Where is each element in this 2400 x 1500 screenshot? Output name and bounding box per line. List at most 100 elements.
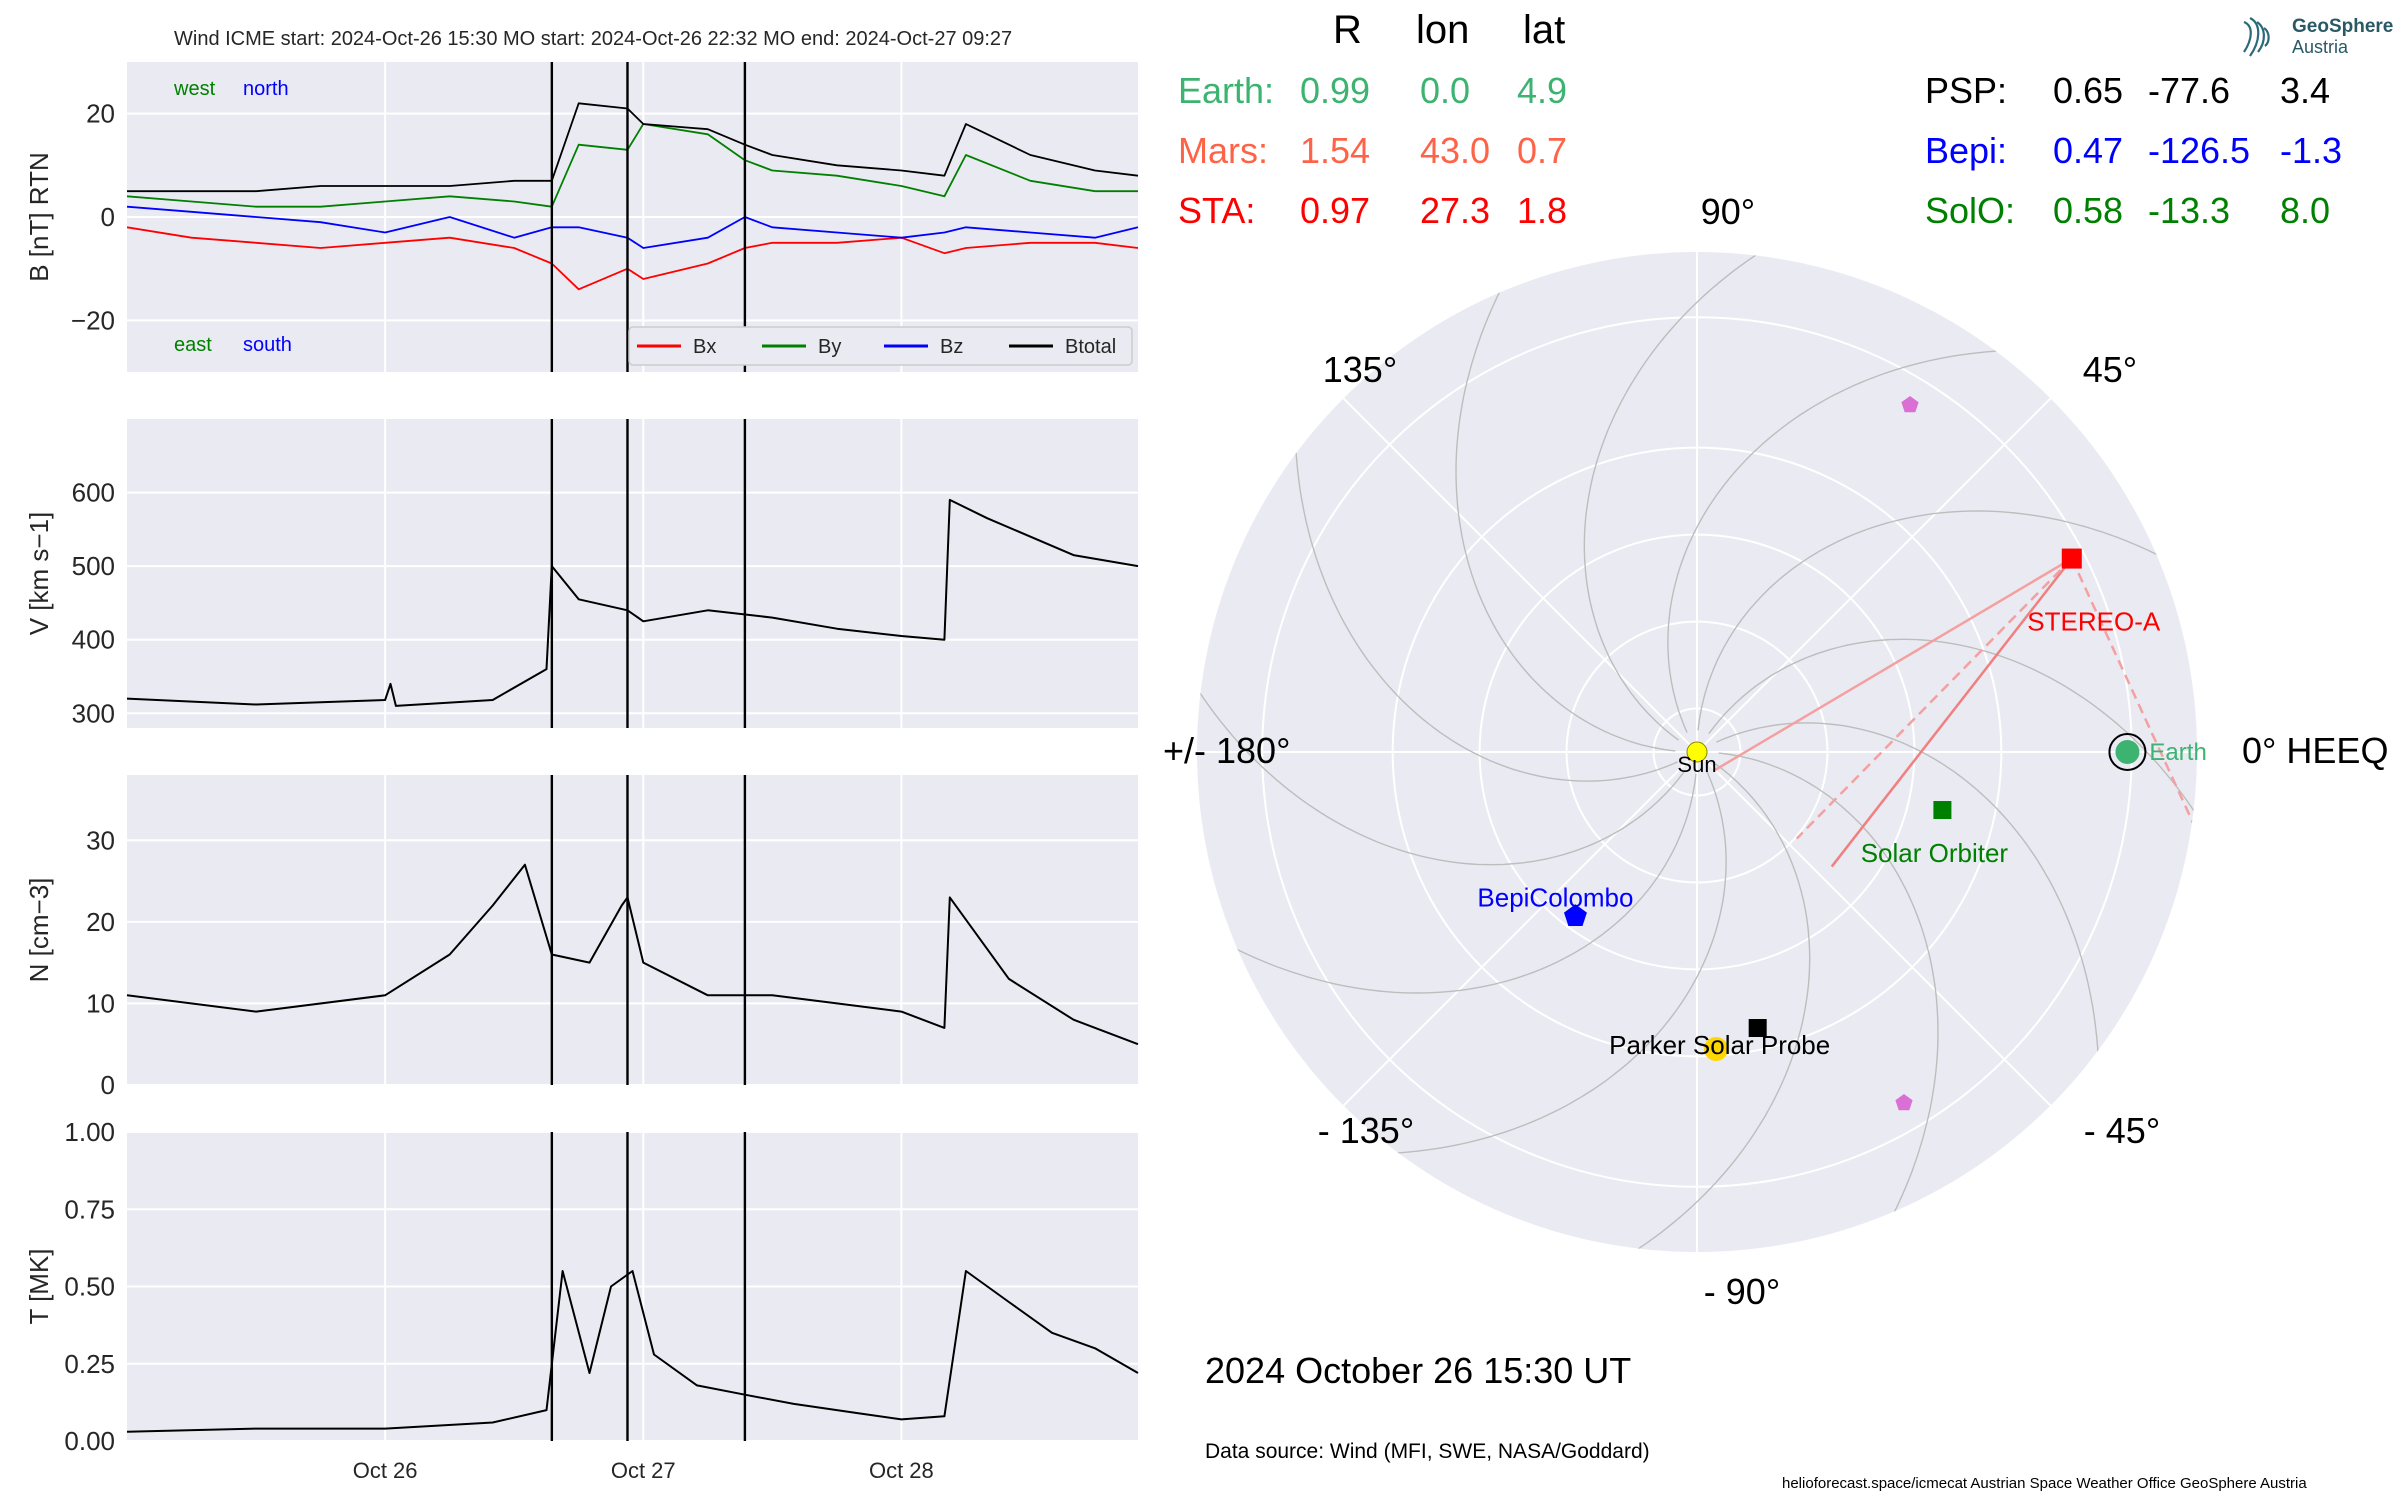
- angle-spoke: [1696, 397, 2052, 753]
- angle-spoke: [1342, 751, 1698, 1107]
- timeseries-figure: −20 0 20 B [nT] RTN 300 400 500 600 V [km s−1] 0 1…: [24, 62, 1139, 1483]
- sun-marker: [1686, 741, 1708, 763]
- table-left-sta-name: STA:: [1178, 190, 1256, 231]
- angle-spoke: [1342, 397, 1698, 753]
- x-tick-label: Oct 27: [611, 1458, 676, 1483]
- solar-orbiter-label: Solar Orbiter: [1861, 838, 2009, 868]
- header-lat: lat: [1523, 8, 1566, 52]
- y-tick-label: 0.00: [64, 1426, 115, 1456]
- table-left-earth-name: Earth:: [1178, 70, 1275, 111]
- panel-1: −20 0 20 B [nT] RTN: [24, 62, 1139, 372]
- annotation-south: south: [243, 334, 292, 356]
- table-left-mars-lat: 0.7: [1517, 130, 1568, 171]
- parker-spiral-line: [1583, 252, 2074, 741]
- header-lon: lon: [1416, 8, 1470, 52]
- table-right-bepi-lat: -1.3: [2280, 130, 2343, 171]
- y-tick-label: 0: [101, 1070, 115, 1100]
- table-right-solo-r: 0.58: [2053, 190, 2124, 231]
- angle-label-a90: 90°: [1701, 191, 1755, 232]
- data-source: Data source: Wind (MFI, SWE, NASA/Goddar…: [1205, 1440, 1650, 1463]
- panel-background: [127, 775, 1138, 1085]
- earth-ring: [2108, 733, 2147, 771]
- y-tick-label: 10: [86, 988, 115, 1018]
- panel-background: [127, 419, 1138, 728]
- series-t: [126, 1270, 1139, 1433]
- y-tick-label: 20: [86, 99, 115, 129]
- panel-4: 0.00 0.25 0.50 0.75 1.00 T [MK]: [24, 1117, 1139, 1456]
- y-tick-label: 600: [72, 478, 115, 508]
- stereo-a-fov-2: [1795, 557, 2073, 840]
- annotation-east: east: [174, 334, 212, 356]
- y-tick-label: 0.50: [64, 1272, 115, 1302]
- annotation-west: west: [173, 78, 216, 100]
- y-axis-label: V [km s−1]: [24, 512, 54, 636]
- mars-marker-upper: [1901, 396, 1919, 413]
- table-right-psp-name: PSP:: [1925, 70, 2008, 111]
- table-left-earth-r: 0.99: [1300, 70, 1371, 111]
- earth-marker: [2115, 740, 2140, 764]
- table-right-bepi-r: 0.47: [2053, 130, 2124, 171]
- legend-label-bx: Bx: [693, 336, 716, 358]
- table-left-mars-r: 1.54: [1300, 130, 1371, 171]
- table-left-mars-lon: 43.0: [1420, 130, 1491, 171]
- table-right-psp-lat: 3.4: [2280, 70, 2331, 111]
- sun-label: Sun: [1677, 752, 1716, 777]
- angle-label-a180: +/- 180°: [1163, 730, 1290, 771]
- parker-spiral-line: [1197, 375, 1686, 866]
- header-R: R: [1333, 8, 1362, 52]
- angle-label-am90: - 90°: [1704, 1271, 1780, 1312]
- bepicolombo-marker: [1564, 904, 1587, 926]
- stereo-a-sunline: [1714, 557, 2073, 772]
- table-left-sta-r: 0.97: [1300, 190, 1371, 231]
- table-right-solo-lat: 8.0: [2280, 190, 2331, 231]
- x-tick-label: Oct 26: [353, 1458, 418, 1483]
- legend-box: [628, 326, 1133, 366]
- geosphere-logo: GeoSphere Austria: [2238, 14, 2393, 60]
- parker-spiral-line: [1697, 510, 2197, 787]
- y-axis-label: N [cm−3]: [24, 878, 54, 983]
- table-left-sta-lon: 27.3: [1420, 190, 1491, 231]
- angle-label-am45: - 45°: [2084, 1110, 2160, 1151]
- table-right-bepi-lon: -126.5: [2148, 130, 2251, 171]
- earth-label: Earth: [2149, 739, 2206, 766]
- parker-solar-probe-label: Parker Solar Probe: [1609, 1030, 1830, 1060]
- y-tick-label: 0.25: [64, 1349, 115, 1379]
- parker-spiral-line: [1662, 752, 1939, 1252]
- mars-marker-lower: [1895, 1094, 1913, 1111]
- series-bx: [126, 226, 1139, 291]
- y-tick-label: 0: [101, 202, 115, 232]
- stereo-a-fov-3: [2070, 558, 2197, 865]
- polar-plot: 0.10.30.50.71.090°45°0° HEEQ- 45°- 90°- …: [1163, 191, 2388, 1312]
- angle-label-am135: - 135°: [1318, 1110, 1414, 1151]
- stereo-a-label: STEREO-A: [2027, 607, 2161, 637]
- table-right-solo-name: SolO:: [1925, 190, 2016, 231]
- angle-label-a45: 45°: [2083, 349, 2137, 390]
- table-right-bepi-name: Bepi:: [1925, 130, 2008, 171]
- annotation-north: north: [243, 78, 289, 100]
- table-left-sta-lat: 1.8: [1517, 190, 1568, 231]
- y-axis-label: T [MK]: [24, 1248, 54, 1324]
- angle-label-a0: 0° HEEQ: [2242, 730, 2388, 771]
- logo-text-2: Austria: [2292, 37, 2349, 57]
- parker-solar-probe-marker: [1748, 1019, 1767, 1038]
- timestamp: 2024 October 26 15:30 UT: [1205, 1350, 1632, 1391]
- y-tick-label: −20: [71, 305, 115, 335]
- table-left-earth-lon: 0.0: [1420, 70, 1471, 111]
- parker-spiral-line: [1455, 252, 1732, 752]
- table-right-psp-r: 0.65: [2053, 70, 2124, 111]
- legend-label-by: By: [818, 336, 841, 358]
- y-tick-label: 300: [72, 698, 115, 728]
- legend-label-btotal: Btotal: [1065, 336, 1116, 358]
- stereo-a-marker: [2061, 548, 2082, 569]
- y-tick-label: 0.75: [64, 1194, 115, 1224]
- series-v: [126, 498, 1139, 707]
- solar-orbiter-marker: [1933, 801, 1952, 820]
- angle-spoke: [1696, 751, 2052, 1107]
- y-tick-label: 1.00: [64, 1117, 115, 1147]
- series-btotal: [127, 102, 1139, 193]
- geosphere-logo-icon: [2243, 17, 2270, 57]
- table-left-earth-lat: 4.9: [1517, 70, 1568, 111]
- table-right-psp-lon: -77.6: [2148, 70, 2231, 111]
- parker-spiral-line: [1197, 717, 1697, 994]
- table-left-mars-name: Mars:: [1178, 130, 1268, 171]
